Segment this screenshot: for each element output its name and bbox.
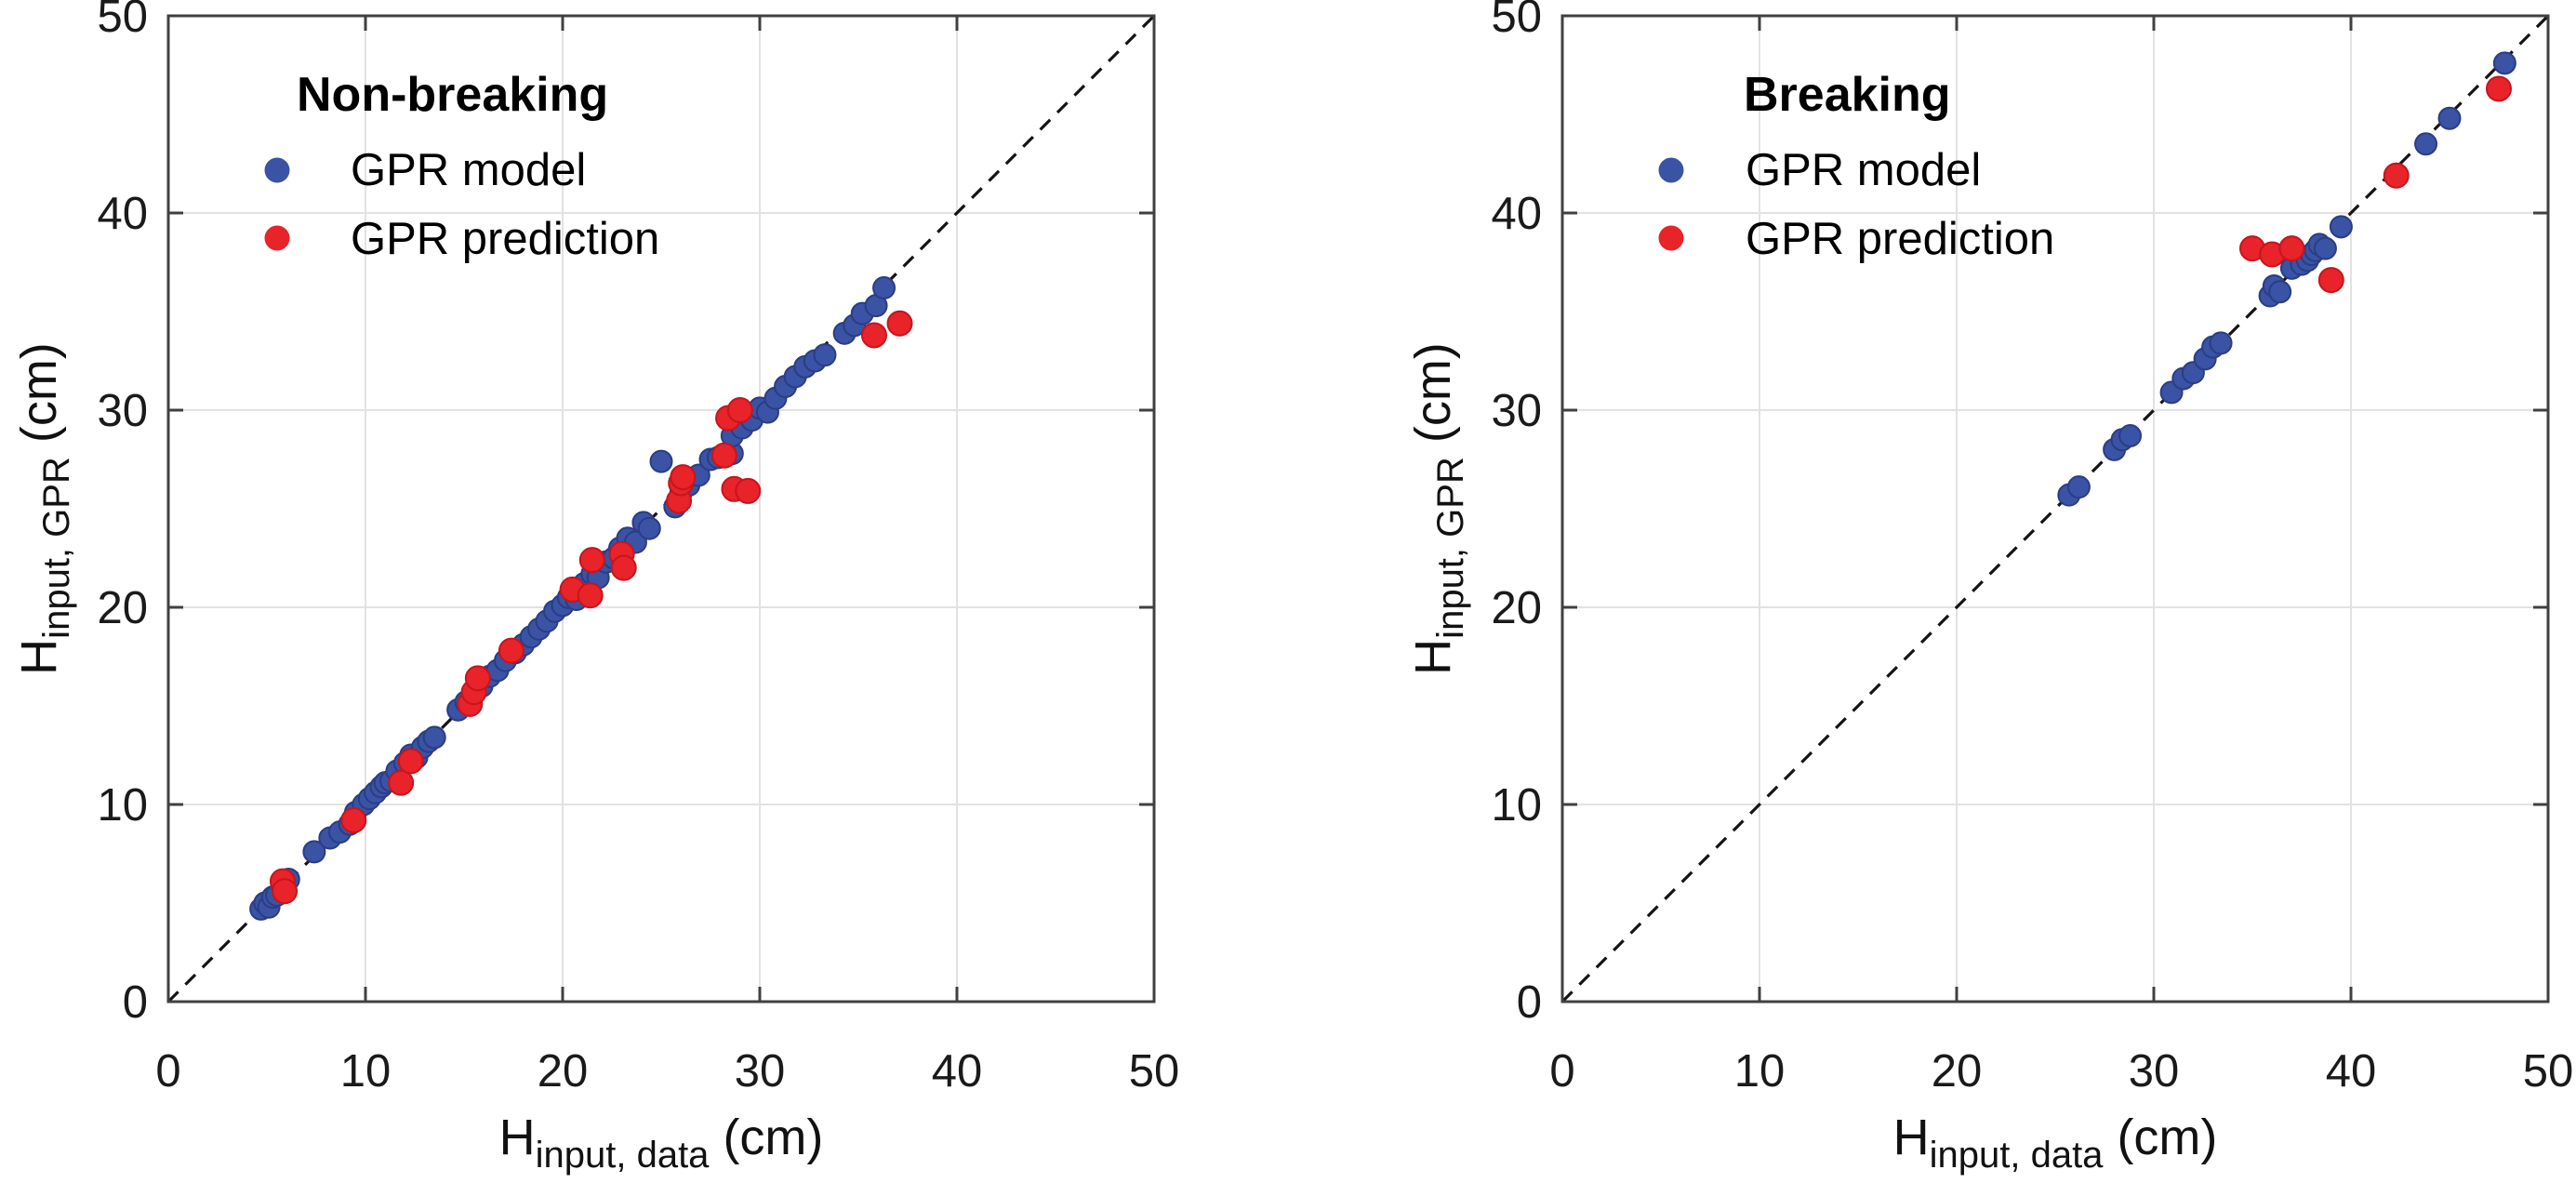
left-x-axis-label: Hinput, data (cm) [498,1109,824,1176]
data-point-prediction [726,397,753,423]
axes-frame [166,14,1156,1004]
data-point-prediction [2383,162,2410,189]
x-label-unit: (cm) [2103,1110,2218,1165]
x-tick-label: 10 [340,1046,392,1097]
legend-marker-prediction [264,225,290,251]
y-label-symbol: H [11,638,67,675]
left-legend-label-model: GPR model [351,145,587,195]
data-point-model [813,343,837,367]
y-tick-label: 50 [97,0,148,42]
y-tick-label: 0 [123,977,148,1028]
x-tick-label: 50 [2523,1046,2574,1097]
y-tick-label: 10 [97,780,148,831]
y-tick-label: 20 [97,583,148,633]
data-point-model [637,516,661,540]
right-panel-title: Breaking [1744,68,1951,122]
x-tick-label: 30 [735,1046,786,1097]
data-point-prediction [710,442,737,469]
y-tick-label: 20 [1491,583,1542,633]
right-legend-label-prediction: GPR prediction [1746,214,2055,264]
y-label-unit: (cm) [1405,342,1461,458]
data-point-prediction [670,464,697,491]
data-point-model [2329,215,2353,239]
x-tick-label: 0 [155,1046,180,1097]
legend-marker-prediction [1658,225,1684,251]
data-point-prediction [498,637,524,664]
legend-marker-model [1658,157,1684,183]
legend-marker-model [264,157,290,183]
x-tick-label: 30 [2129,1046,2180,1097]
left-y-axis-label: Hinput, GPR (cm) [4,155,77,862]
x-tick-label: 10 [1734,1046,1786,1097]
axes-frame [1560,14,2550,1004]
data-point-prediction [272,878,299,905]
data-point-prediction [2278,235,2305,262]
x-label-subscript: input, data [535,1135,710,1176]
right-legend-label-model: GPR model [1746,145,1982,195]
y-tick-label: 0 [1517,977,1542,1028]
data-point-model [2313,236,2337,260]
x-tick-label: 20 [538,1046,589,1097]
data-point-prediction [2317,267,2344,294]
x-tick-label: 50 [1129,1046,1180,1097]
data-point-model [2437,106,2462,130]
data-point-model [649,449,673,473]
data-point-prediction [340,806,367,833]
x-tick-label: 20 [1932,1046,1983,1097]
data-point-prediction [860,322,887,349]
left-panel-title: Non-breaking [297,68,609,122]
identity-line [1560,14,2550,1004]
x-tick-label: 40 [2326,1046,2377,1097]
data-point-model [302,840,326,864]
x-label-symbol: H [498,1110,536,1165]
y-tick-label: 30 [1491,386,1542,436]
data-point-prediction [578,547,605,574]
y-label-unit: (cm) [11,342,67,458]
x-label-unit: (cm) [709,1110,824,1165]
data-point-prediction [397,748,424,775]
y-tick-label: 30 [97,386,148,436]
y-label-subscript: input, GPR [36,457,77,639]
identity-line [166,14,1156,1004]
data-point-model [872,276,896,300]
data-point-model [422,725,446,750]
x-tick-label: 40 [932,1046,983,1097]
data-point-prediction [464,665,491,692]
data-point-prediction [577,582,604,609]
y-tick-label: 40 [1491,189,1542,239]
data-point-prediction [886,310,913,337]
y-label-symbol: H [1405,638,1461,675]
x-label-subscript: input, data [1929,1135,2104,1176]
data-point-model [2268,280,2292,304]
data-point-model [2066,475,2091,499]
y-label-subscript: input, GPR [1430,457,1471,639]
right-x-axis-label: Hinput, data (cm) [1892,1109,2218,1176]
data-point-prediction [735,477,762,504]
data-point-prediction [388,769,415,796]
data-point-model [2118,424,2143,448]
x-tick-label: 0 [1549,1046,1574,1097]
right-y-axis-label: Hinput, GPR (cm) [1398,155,1471,862]
data-point-model [2209,331,2233,355]
y-tick-label: 50 [1491,0,1542,42]
x-label-symbol: H [1892,1110,1930,1165]
data-point-prediction [610,554,637,581]
y-tick-label: 10 [1491,780,1542,831]
data-point-model [2492,51,2516,75]
left-legend-label-prediction: GPR prediction [351,214,660,264]
data-point-prediction [2486,75,2512,102]
y-tick-label: 40 [97,189,148,239]
data-point-model [2414,132,2438,156]
